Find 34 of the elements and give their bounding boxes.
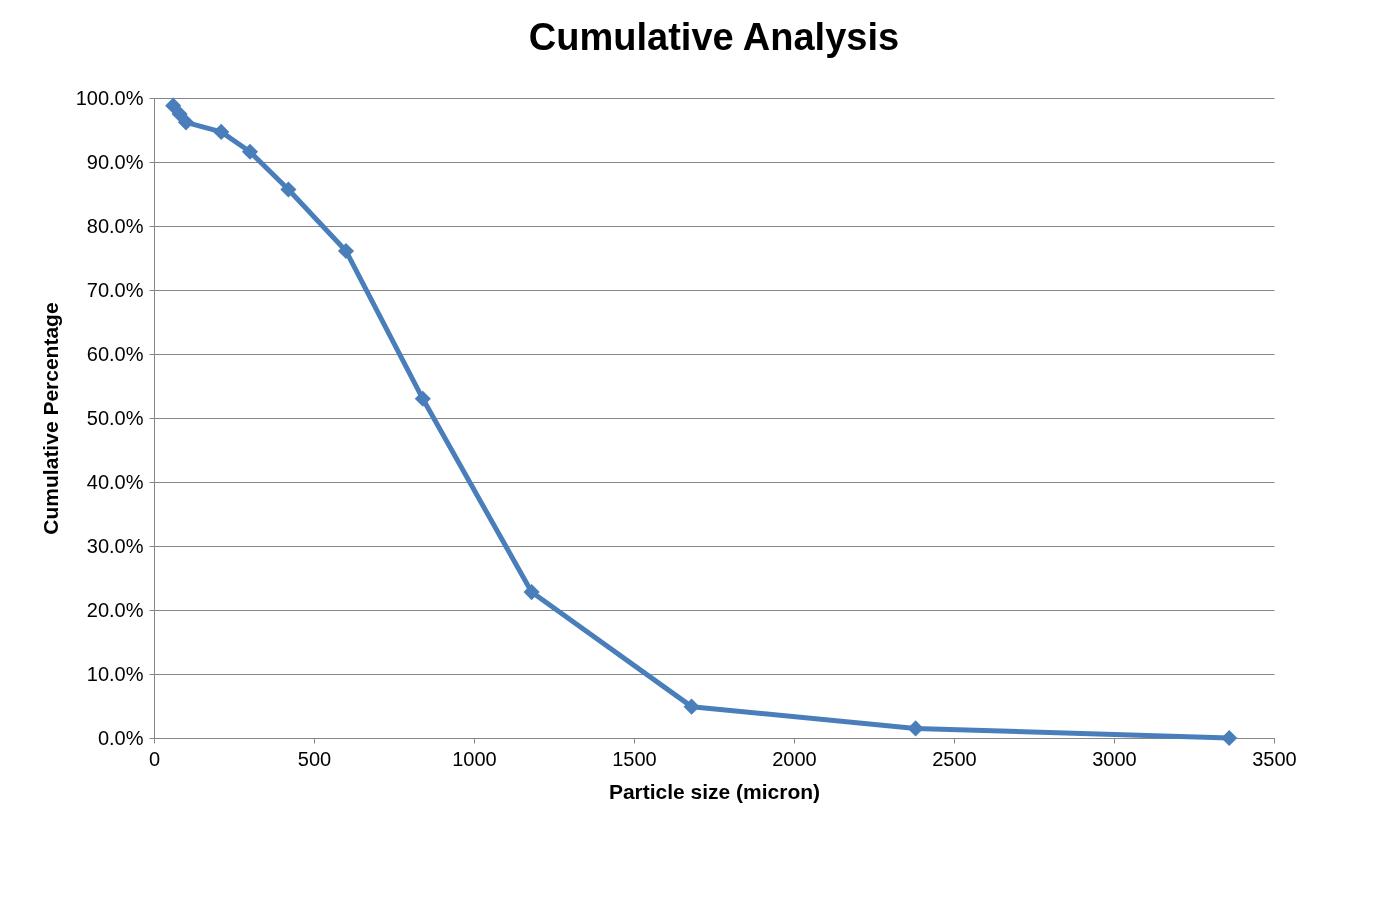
x-tick-label: 3500	[1252, 747, 1297, 770]
y-tick-label: 20.0%	[86, 598, 144, 621]
y-tick-label: 30.0%	[86, 534, 144, 557]
point	[683, 698, 700, 715]
x-tick-label: 0	[148, 747, 161, 770]
y-tick-label: 0.0%	[97, 726, 144, 749]
x-tick-label: 1500	[612, 747, 657, 770]
point	[523, 584, 540, 601]
y-tick-label: 50.0%	[86, 406, 144, 429]
y-tick-label: 70.0%	[86, 278, 144, 301]
y-tick-label: 40.0%	[86, 470, 144, 493]
y-tick-label: 90.0%	[86, 150, 144, 173]
x-axis-title: Particle size (micron)	[608, 779, 821, 803]
y-axis-title: Cumulative Percentage	[38, 302, 62, 535]
point	[213, 123, 230, 140]
x-tick-label: 1000	[452, 747, 497, 770]
y-tick-label: 100.0%	[75, 86, 144, 109]
point	[1221, 729, 1238, 747]
y-tick-label: 80.0%	[86, 214, 144, 237]
chart-title: Cumulative Analysis	[528, 16, 900, 58]
point	[337, 242, 355, 260]
y-tick-label: 60.0%	[86, 342, 144, 365]
x-tick-label: 500	[297, 747, 332, 770]
point	[241, 143, 259, 160]
point	[280, 181, 297, 198]
point	[177, 114, 195, 131]
point	[171, 105, 188, 123]
x-tick-label: 2500	[932, 747, 977, 770]
point	[907, 720, 924, 737]
y-tick-label: 10.0%	[86, 662, 144, 685]
point	[414, 390, 431, 407]
point	[165, 97, 182, 114]
x-tick-label: 2000	[772, 747, 817, 770]
x-tick-label: 3000	[1092, 747, 1137, 770]
